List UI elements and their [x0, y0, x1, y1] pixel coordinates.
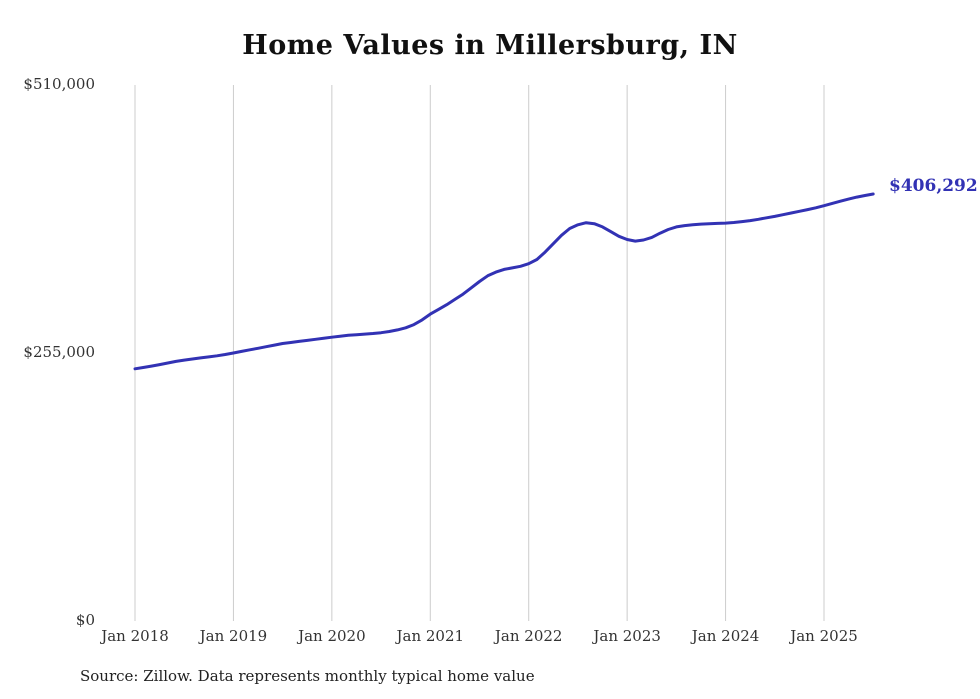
- x-tick-label: Jan 2018: [101, 627, 169, 645]
- x-tick-label: Jan 2025: [790, 627, 858, 645]
- chart-title: Home Values in Millersburg, IN: [242, 30, 738, 61]
- x-tick-label: Jan 2021: [396, 627, 465, 645]
- y-tick-label: $255,000: [23, 343, 95, 361]
- home-value-series-line: [133, 192, 875, 371]
- x-tick-label: Jan 2020: [298, 627, 366, 645]
- x-tick-label: Jan 2024: [691, 627, 760, 645]
- y-tick-label: $510,000: [23, 75, 95, 93]
- latest-value-label: $406,292: [889, 176, 978, 196]
- y-tick-label: $0: [75, 611, 95, 629]
- x-tick-label: Jan 2019: [199, 627, 268, 645]
- source-note: Source: Zillow. Data represents monthly …: [80, 667, 535, 685]
- x-tick-label: Jan 2023: [593, 627, 661, 645]
- x-tick-label: Jan 2022: [494, 627, 563, 645]
